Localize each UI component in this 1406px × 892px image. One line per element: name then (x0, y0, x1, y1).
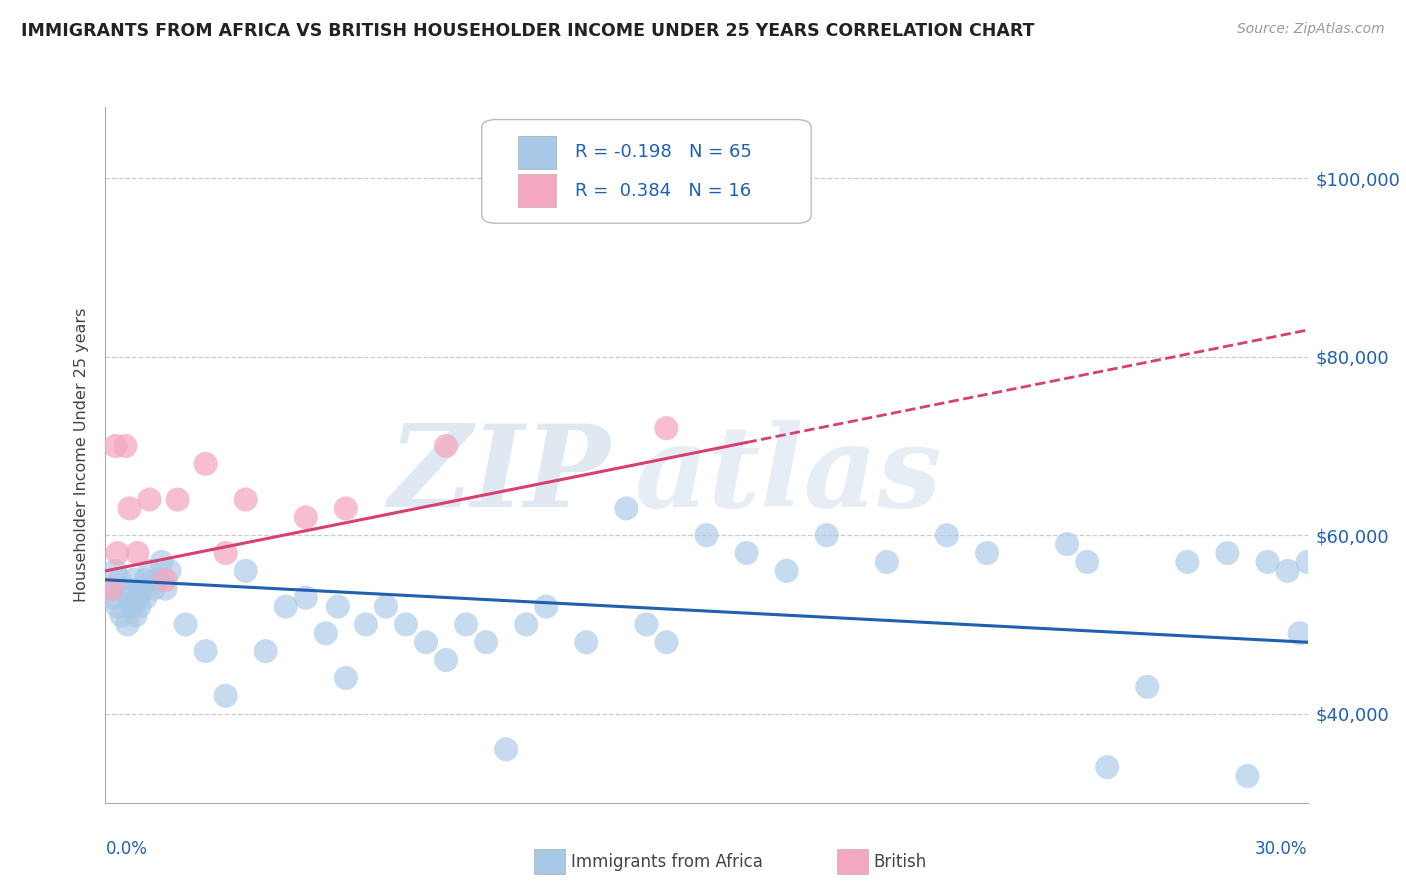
Point (335, 501, 357, 516)
Point (495, 742, 517, 756)
Point (876, 555, 898, 569)
Text: 30.0%: 30.0% (1256, 840, 1308, 858)
Point (110, 608, 132, 623)
Point (1288, 626, 1310, 640)
Point (936, 528, 959, 542)
Point (103, 591, 125, 605)
Point (335, 671, 357, 685)
Point (108, 573, 131, 587)
Point (976, 546, 998, 560)
Point (1296, 555, 1319, 569)
Point (456, 617, 478, 632)
Bar (517, 136, 557, 169)
Point (655, 421, 678, 435)
Point (1056, 537, 1078, 551)
Point (515, 617, 537, 632)
Text: R =  0.384   N = 16: R = 0.384 N = 16 (575, 182, 752, 200)
Point (114, 582, 136, 596)
Point (118, 501, 141, 516)
Point (1236, 769, 1258, 783)
Point (616, 501, 638, 516)
Point (214, 546, 236, 560)
Point (534, 599, 557, 614)
Text: British: British (873, 853, 927, 871)
Point (124, 608, 146, 623)
Point (636, 617, 658, 632)
Point (655, 635, 678, 649)
Point (138, 564, 160, 578)
Point (1257, 555, 1279, 569)
Point (128, 599, 150, 614)
Point (1076, 555, 1098, 569)
Point (326, 599, 349, 614)
Point (254, 644, 277, 658)
Point (104, 564, 127, 578)
Text: IMMIGRANTS FROM AFRICA VS BRITISH HOUSEHOLDER INCOME UNDER 25 YEARS CORRELATION : IMMIGRANTS FROM AFRICA VS BRITISH HOUSEH… (21, 22, 1035, 40)
Point (475, 635, 498, 649)
Point (100, 582, 122, 596)
Point (374, 599, 398, 614)
Point (117, 617, 139, 632)
Point (138, 492, 160, 507)
Point (1175, 555, 1198, 569)
Point (1136, 680, 1159, 694)
Point (776, 564, 799, 578)
Point (146, 573, 169, 587)
Point (315, 626, 337, 640)
Point (434, 439, 457, 453)
Text: Immigrants from Africa: Immigrants from Africa (571, 853, 762, 871)
Y-axis label: Householder Income Under 25 years: Householder Income Under 25 years (75, 308, 90, 602)
Point (107, 546, 129, 560)
Point (104, 439, 127, 453)
Point (194, 457, 217, 471)
Text: 0.0%: 0.0% (105, 840, 148, 858)
Point (159, 564, 181, 578)
Point (131, 582, 153, 596)
Point (121, 599, 143, 614)
Text: ZIP: ZIP (388, 420, 610, 532)
Point (415, 635, 437, 649)
Point (274, 599, 297, 614)
Point (735, 546, 758, 560)
Point (696, 528, 718, 542)
Point (155, 573, 177, 587)
Text: atlas: atlas (634, 420, 942, 532)
Point (194, 644, 217, 658)
Point (150, 555, 173, 569)
Text: Source: ZipAtlas.com: Source: ZipAtlas.com (1237, 22, 1385, 37)
Text: R = -0.198   N = 65: R = -0.198 N = 65 (575, 144, 752, 161)
Point (174, 617, 197, 632)
Point (1216, 546, 1239, 560)
Point (118, 591, 141, 605)
Point (127, 546, 149, 560)
Point (214, 689, 236, 703)
Point (295, 510, 318, 524)
Point (127, 591, 149, 605)
Point (235, 564, 257, 578)
Point (155, 582, 177, 596)
Point (166, 492, 188, 507)
Point (135, 591, 157, 605)
Point (1097, 760, 1119, 774)
Point (295, 591, 318, 605)
Point (434, 653, 457, 667)
Point (114, 439, 136, 453)
Point (142, 582, 165, 596)
Point (395, 617, 418, 632)
Point (235, 492, 257, 507)
Point (815, 528, 838, 542)
FancyBboxPatch shape (482, 120, 811, 223)
Point (100, 582, 122, 596)
Point (354, 617, 377, 632)
Point (122, 573, 145, 587)
Point (135, 573, 157, 587)
Point (107, 599, 129, 614)
Bar (517, 174, 557, 207)
Point (575, 635, 598, 649)
Point (1277, 564, 1299, 578)
